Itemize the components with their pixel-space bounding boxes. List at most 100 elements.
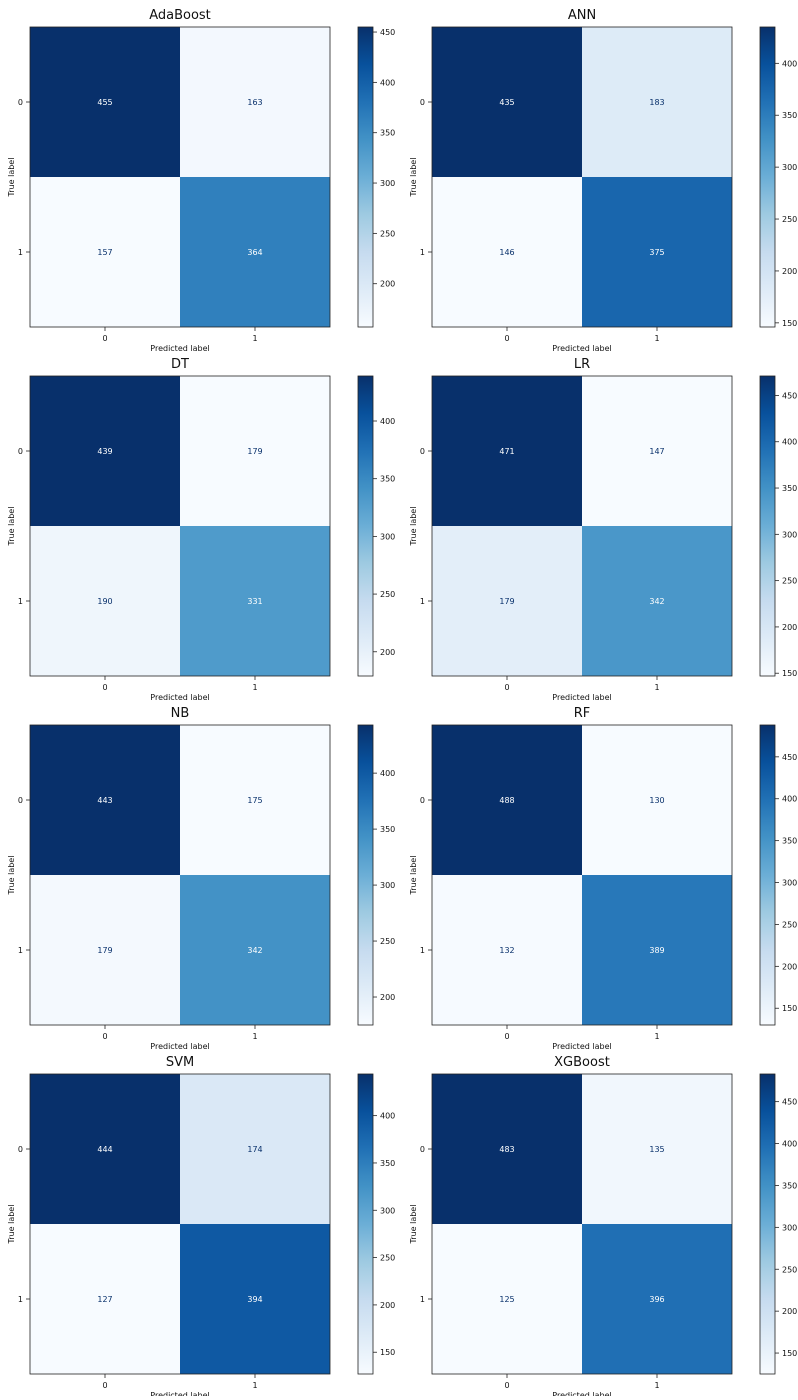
colorbar-tick-label: 200 xyxy=(782,962,797,971)
colorbar-tick-label: 400 xyxy=(782,438,797,447)
x-tick-label: 1 xyxy=(654,334,659,343)
colorbar-tick-label: 250 xyxy=(782,215,797,224)
colorbar-tick-label: 300 xyxy=(380,532,395,541)
colorbar-tick-label: 450 xyxy=(782,1098,797,1107)
cell-value-label: 157 xyxy=(97,248,112,257)
matrix-cell xyxy=(582,177,732,327)
y-axis-label: True label xyxy=(7,507,16,547)
matrix-frame xyxy=(431,375,733,677)
matrix-cell xyxy=(30,1224,180,1374)
colorbar xyxy=(759,724,776,1026)
cell-value-label: 179 xyxy=(97,946,112,955)
x-axis-label: Predicted label xyxy=(552,1042,611,1051)
matrix-cell xyxy=(582,376,732,526)
colorbar-tick-label: 350 xyxy=(380,1159,395,1168)
colorbar-tick-label: 300 xyxy=(380,179,395,188)
y-tick-label: 1 xyxy=(18,946,23,955)
confusion-matrix-panel: NB 443 175 179 342 0 1 0 1 Predicted label True la… xyxy=(7,706,395,1051)
matrix-cell xyxy=(432,376,582,526)
cell-value-label: 175 xyxy=(247,796,262,805)
colorbar-tick-label: 400 xyxy=(782,795,797,804)
chart-title: AdaBoost xyxy=(149,8,211,23)
colorbar xyxy=(357,375,374,677)
colorbar-tick-label: 250 xyxy=(782,577,797,586)
colorbar-tick-label: 150 xyxy=(782,1349,797,1358)
x-tick-label: 1 xyxy=(654,1381,659,1390)
cell-value-label: 375 xyxy=(649,248,664,257)
y-tick-label: 1 xyxy=(420,597,425,606)
matrix-cell xyxy=(582,1074,732,1224)
matrix-frame xyxy=(29,724,331,1026)
y-tick-label: 1 xyxy=(420,248,425,257)
y-tick-label: 1 xyxy=(18,597,23,606)
x-tick-label: 0 xyxy=(504,334,509,343)
matrix-frame xyxy=(29,1073,331,1375)
matrix-frame xyxy=(431,1073,733,1375)
y-tick-label: 0 xyxy=(18,98,23,107)
colorbar-tick-label: 400 xyxy=(380,769,395,778)
x-tick-label: 1 xyxy=(654,683,659,692)
confusion-matrix-panel: SVM 444 174 127 394 0 1 0 1 Predicted label True l… xyxy=(7,1055,395,1400)
y-axis-label: True label xyxy=(409,158,418,198)
colorbar-tick-label: 350 xyxy=(782,111,797,120)
cell-value-label: 174 xyxy=(247,1145,262,1154)
cell-value-label: 342 xyxy=(649,597,664,606)
matrix-cell xyxy=(582,1224,732,1374)
y-tick-label: 0 xyxy=(420,98,425,107)
colorbar-tick-label: 300 xyxy=(380,881,395,890)
cell-value-label: 389 xyxy=(649,946,664,955)
y-axis-label: True label xyxy=(7,856,16,896)
colorbar-tick-label: 300 xyxy=(782,530,797,539)
y-axis-label: True label xyxy=(7,1205,16,1245)
colorbar-tick-label: 250 xyxy=(782,1265,797,1274)
matrix-cell xyxy=(30,376,180,526)
matrix-cell xyxy=(30,27,180,177)
cell-value-label: 190 xyxy=(97,597,112,606)
chart-title: XGBoost xyxy=(554,1055,610,1070)
colorbar xyxy=(759,375,776,677)
cell-value-label: 483 xyxy=(499,1145,514,1154)
colorbar-tick-label: 250 xyxy=(380,1254,395,1263)
x-axis-label: Predicted label xyxy=(150,344,209,353)
matrix-cell xyxy=(30,1074,180,1224)
colorbar-tick-label: 200 xyxy=(380,993,395,1002)
confusion-matrix-panel: AdaBoost 455 163 157 364 0 1 0 1 Predicted label T… xyxy=(7,8,395,353)
colorbar-tick-label: 350 xyxy=(380,129,395,138)
colorbar xyxy=(357,26,374,328)
matrix-cell xyxy=(432,725,582,875)
matrix-cell xyxy=(432,526,582,676)
colorbar-tick-label: 250 xyxy=(380,937,395,946)
matrix-frame xyxy=(431,724,733,1026)
x-axis-label: Predicted label xyxy=(552,344,611,353)
colorbar-tick-label: 350 xyxy=(782,837,797,846)
colorbar-tick-label: 200 xyxy=(380,648,395,657)
cell-value-label: 443 xyxy=(97,796,112,805)
y-tick-label: 0 xyxy=(18,796,23,805)
y-tick-label: 0 xyxy=(18,447,23,456)
matrix-cell xyxy=(180,1224,330,1374)
cell-value-label: 127 xyxy=(97,1295,112,1304)
matrix-frame xyxy=(431,26,733,328)
cell-value-label: 130 xyxy=(649,796,664,805)
cell-value-label: 488 xyxy=(499,796,514,805)
chart-title: NB xyxy=(171,706,190,721)
colorbar-tick-label: 250 xyxy=(380,590,395,599)
x-tick-label: 0 xyxy=(102,683,107,692)
matrix-cell xyxy=(30,177,180,327)
x-tick-label: 1 xyxy=(252,334,257,343)
x-axis-label: Predicted label xyxy=(150,1042,209,1051)
matrix-cell xyxy=(180,875,330,1025)
x-tick-label: 0 xyxy=(102,334,107,343)
cell-value-label: 455 xyxy=(97,98,112,107)
matrix-cell xyxy=(432,875,582,1025)
colorbar-tick-label: 200 xyxy=(782,1307,797,1316)
colorbar xyxy=(759,26,776,328)
cell-value-label: 125 xyxy=(499,1295,514,1304)
cell-value-label: 135 xyxy=(649,1145,664,1154)
chart-title: DT xyxy=(171,357,189,372)
colorbar-tick-label: 150 xyxy=(380,1348,395,1357)
colorbar xyxy=(759,1073,776,1375)
y-tick-label: 1 xyxy=(420,1295,425,1304)
colorbar xyxy=(357,724,374,1026)
colorbar-tick-label: 350 xyxy=(782,1181,797,1190)
